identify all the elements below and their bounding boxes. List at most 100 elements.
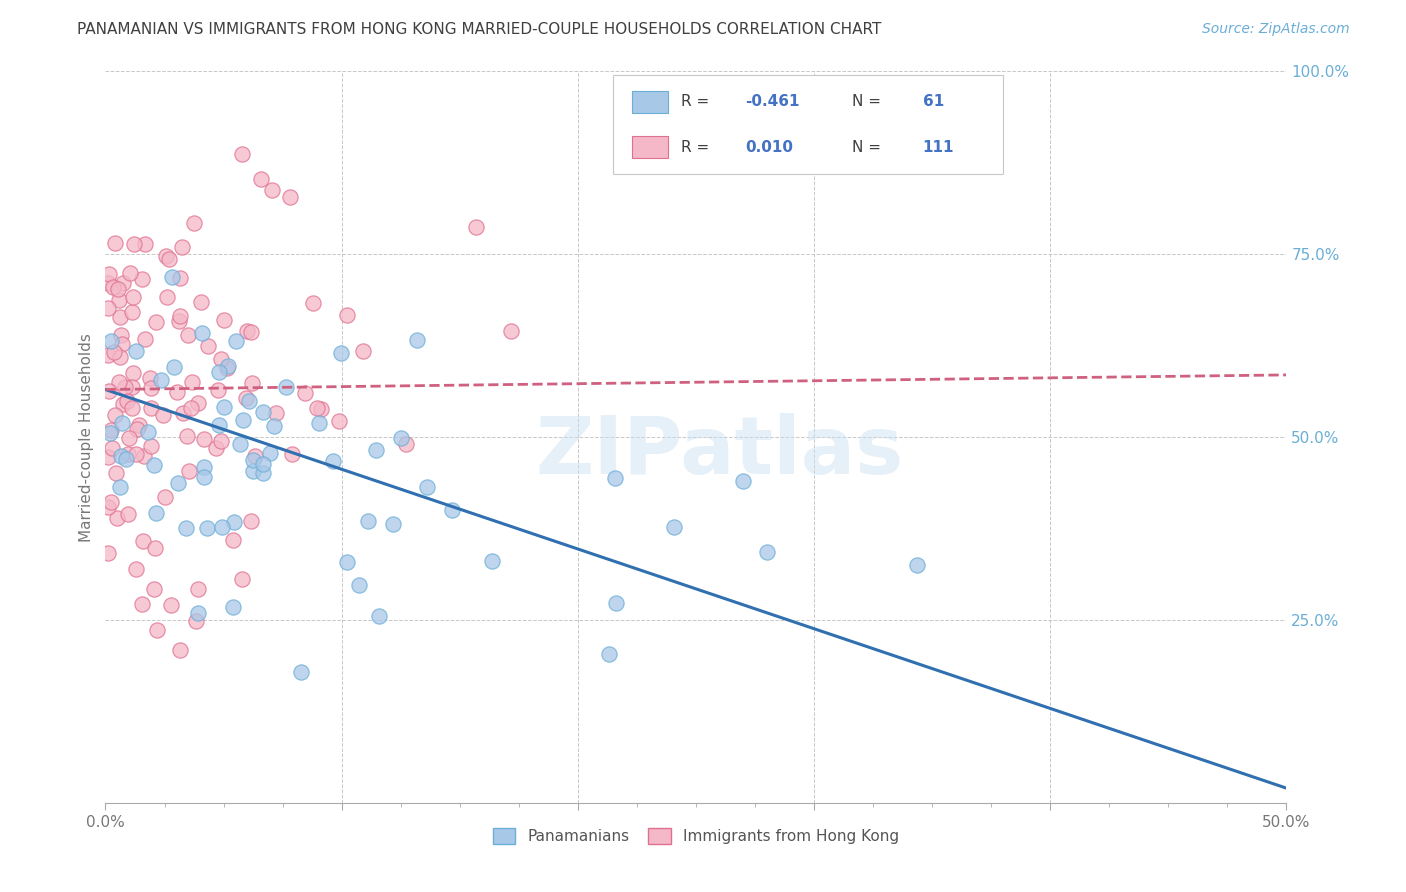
- Point: [240, 514, 263, 528]
- Point: [136, 425, 159, 439]
- Text: ZIPatlas: ZIPatlas: [536, 413, 904, 491]
- Point: [131, 598, 153, 612]
- Point: [187, 607, 209, 621]
- Point: [169, 309, 191, 323]
- Point: [97, 546, 120, 560]
- Point: [207, 384, 229, 398]
- Point: [364, 443, 387, 458]
- Point: [191, 326, 214, 340]
- Point: [252, 457, 274, 471]
- Point: [190, 295, 212, 310]
- Text: R =: R =: [681, 140, 714, 154]
- Point: [121, 379, 143, 393]
- Point: [167, 314, 190, 328]
- Text: -0.461: -0.461: [745, 94, 800, 109]
- Point: [143, 582, 166, 597]
- Point: [357, 514, 380, 528]
- Point: [336, 308, 359, 322]
- Point: [150, 373, 173, 387]
- Point: [141, 401, 163, 416]
- Point: [112, 397, 135, 411]
- Point: [141, 439, 163, 453]
- Point: [367, 608, 389, 623]
- Point: [232, 413, 254, 427]
- Point: [125, 562, 148, 576]
- Point: [166, 475, 188, 490]
- Point: [231, 572, 253, 586]
- Point: [143, 458, 166, 473]
- Point: [145, 623, 167, 637]
- Point: [242, 464, 264, 478]
- Point: [252, 405, 274, 419]
- Point: [115, 452, 138, 467]
- Point: [103, 345, 125, 359]
- Point: [225, 334, 247, 348]
- Point: [187, 582, 209, 596]
- Point: [260, 183, 283, 197]
- Point: [389, 431, 412, 445]
- Point: [111, 337, 134, 351]
- Point: [249, 172, 271, 186]
- Point: [181, 375, 204, 389]
- Point: [132, 449, 155, 463]
- Point: [176, 429, 198, 443]
- Point: [405, 334, 427, 348]
- Point: [311, 401, 333, 416]
- Point: [179, 464, 201, 478]
- Point: [145, 506, 167, 520]
- Point: [153, 490, 176, 504]
- Point: [172, 407, 194, 421]
- Point: [187, 396, 209, 410]
- Point: [197, 338, 219, 352]
- Point: [308, 416, 330, 430]
- Point: [499, 324, 522, 338]
- Point: [118, 430, 141, 444]
- Point: [169, 271, 191, 285]
- Point: [228, 437, 250, 451]
- Point: [169, 643, 191, 657]
- Point: [117, 507, 139, 521]
- Point: [111, 416, 134, 430]
- Point: [156, 290, 179, 304]
- Point: [305, 401, 328, 415]
- Point: [598, 648, 620, 662]
- Point: [755, 545, 778, 559]
- Point: [464, 220, 486, 235]
- Point: [281, 447, 304, 461]
- Point: [125, 447, 148, 461]
- Point: [183, 216, 205, 230]
- Point: [100, 495, 122, 509]
- Point: [294, 385, 316, 400]
- Point: [212, 312, 235, 326]
- Point: [416, 480, 439, 494]
- Point: [98, 268, 121, 282]
- Point: [108, 480, 131, 494]
- Point: [336, 555, 359, 569]
- Point: [155, 249, 177, 263]
- Point: [235, 391, 257, 405]
- Point: [110, 450, 132, 464]
- Point: [97, 450, 120, 464]
- Point: [290, 665, 312, 680]
- Text: 61: 61: [922, 94, 943, 109]
- Point: [235, 324, 257, 338]
- Point: [110, 327, 132, 342]
- Point: [329, 346, 352, 360]
- Point: [240, 376, 263, 391]
- Point: [128, 418, 150, 433]
- Point: [264, 406, 287, 420]
- Point: [121, 366, 143, 380]
- Point: [302, 296, 325, 310]
- Point: [209, 351, 232, 366]
- Point: [239, 325, 262, 339]
- Point: [120, 266, 142, 280]
- Point: [114, 380, 136, 394]
- Point: [352, 344, 374, 359]
- Text: Source: ZipAtlas.com: Source: ZipAtlas.com: [1202, 22, 1350, 37]
- Point: [105, 467, 128, 481]
- Point: [217, 359, 239, 373]
- Text: R =: R =: [681, 94, 714, 109]
- Point: [121, 305, 143, 319]
- Point: [211, 520, 233, 534]
- Point: [252, 466, 274, 480]
